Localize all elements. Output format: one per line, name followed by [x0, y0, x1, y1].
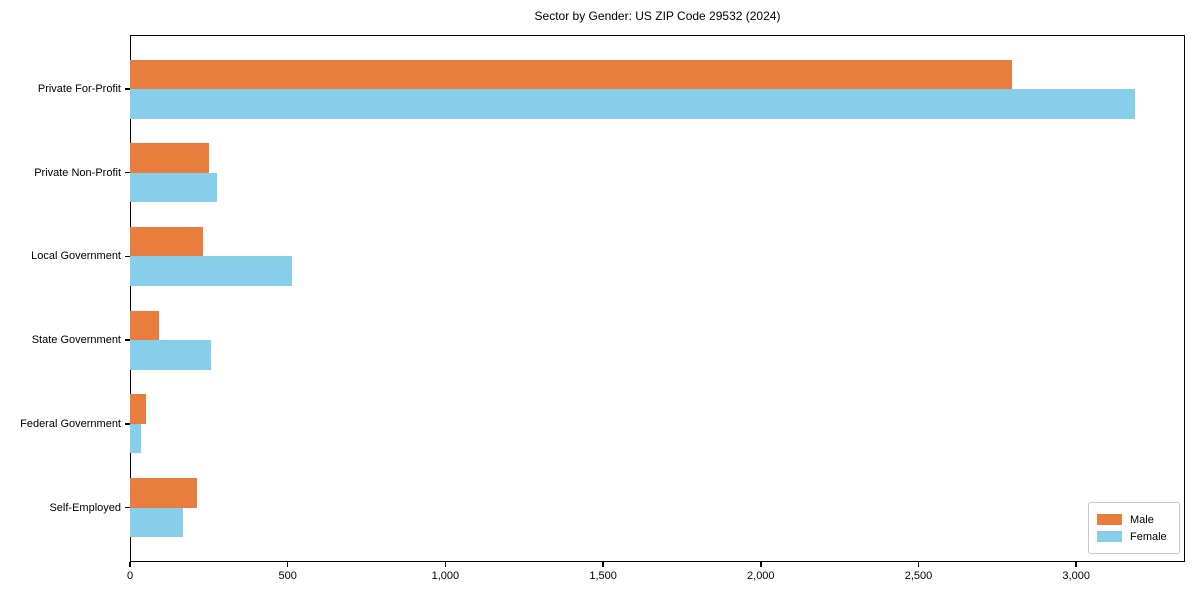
bar-male-federal-government [130, 394, 147, 424]
x-tick-label: 500 [278, 570, 297, 582]
legend-swatch-male [1097, 514, 1122, 525]
y-tick-mark [125, 506, 130, 509]
bar-female-private-for-profit [130, 89, 1136, 119]
bar-male-self-employed [130, 478, 197, 508]
x-tick-label: 2,000 [747, 570, 775, 582]
x-tick-label: 2,500 [904, 570, 933, 582]
category-label-local-government: Local Government [31, 250, 121, 263]
y-tick-mark [125, 423, 130, 425]
bar-male-local-government [130, 226, 204, 257]
category-label-self-employed: Self-Employed [49, 501, 121, 514]
bar-female-private-non-profit [130, 172, 218, 203]
bar-male-private-non-profit [130, 143, 210, 173]
legend-label-male: Male [1130, 513, 1154, 526]
category-label-state-government: State Government [31, 334, 121, 347]
bar-male-state-government [130, 310, 159, 341]
bar-female-federal-government [130, 423, 142, 454]
x-tick-mark [286, 562, 289, 567]
y-tick-mark [125, 88, 130, 90]
plot-area [130, 35, 1185, 562]
x-tick-label: 1,000 [431, 570, 460, 582]
category-label-federal-government: Federal Government [20, 417, 121, 430]
bar-female-self-employed [130, 507, 183, 537]
x-tick-label: 1,500 [589, 570, 617, 582]
legend-item-male: Male [1097, 514, 1179, 526]
bar-female-state-government [130, 340, 212, 370]
y-tick-mark [125, 171, 130, 174]
x-tick-mark [1075, 562, 1077, 567]
x-tick-mark [129, 562, 131, 567]
legend: Male Female [1088, 502, 1180, 554]
x-tick-mark [760, 562, 762, 567]
legend-label-female: Female [1130, 530, 1167, 543]
x-tick-label: 3,000 [1062, 570, 1090, 582]
y-tick-mark [125, 255, 130, 258]
legend-item-female: Female [1097, 531, 1179, 543]
legend-swatch-female [1097, 531, 1122, 542]
bar-male-private-for-profit [130, 59, 1013, 89]
category-label-private-for-profit: Private For-Profit [37, 83, 121, 95]
x-tick-mark [602, 562, 604, 567]
bar-female-local-government [130, 256, 293, 286]
x-tick-mark [917, 562, 920, 567]
x-tick-mark [444, 562, 447, 567]
category-label-private-non-profit: Private Non-Profit [34, 166, 121, 179]
x-tick-label: 0 [126, 570, 134, 582]
chart-title: Sector by Gender: US ZIP Code 29532 (202… [534, 9, 781, 23]
y-tick-mark [125, 339, 130, 341]
